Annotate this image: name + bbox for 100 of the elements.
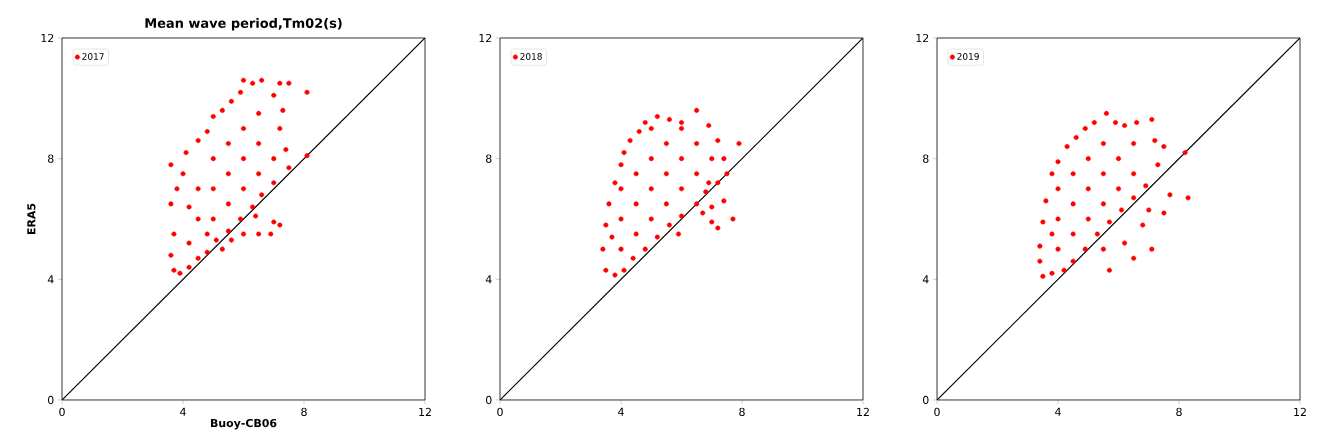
y-tick-label: 0 xyxy=(485,395,492,405)
point xyxy=(1100,171,1106,177)
point xyxy=(1185,195,1191,201)
y-tick-label: 4 xyxy=(47,275,54,284)
point xyxy=(706,122,712,128)
point xyxy=(1143,183,1149,189)
y-tick-label: 8 xyxy=(48,154,54,163)
point xyxy=(636,129,642,134)
point xyxy=(642,246,648,252)
point xyxy=(1149,246,1155,252)
point xyxy=(603,222,609,228)
point xyxy=(654,234,660,240)
point xyxy=(1055,216,1061,222)
point xyxy=(627,138,633,144)
point xyxy=(1049,231,1055,237)
point xyxy=(1073,135,1079,141)
x-axis-title: Buoy-CB06 xyxy=(211,418,277,430)
point xyxy=(609,234,615,240)
point xyxy=(1131,171,1137,177)
point xyxy=(1070,231,1076,237)
point xyxy=(1070,258,1076,264)
point xyxy=(709,204,715,210)
point xyxy=(1152,138,1158,144)
point xyxy=(1134,119,1140,125)
point xyxy=(621,267,627,273)
point xyxy=(1131,255,1137,261)
y-axis-title: ERA5 xyxy=(27,203,36,234)
point xyxy=(1040,219,1046,225)
point xyxy=(612,180,618,186)
x-tick-label: 8 xyxy=(739,407,745,417)
point xyxy=(1055,186,1061,192)
point xyxy=(703,189,709,195)
point xyxy=(1116,186,1122,192)
y-tick-label: 12 xyxy=(41,33,54,43)
x-tick-label: 4 xyxy=(618,407,624,416)
point xyxy=(618,186,624,192)
point xyxy=(1119,207,1125,213)
point xyxy=(1122,122,1128,128)
x-tick-label: 12 xyxy=(419,407,431,416)
point xyxy=(706,180,712,186)
point xyxy=(648,156,654,162)
point xyxy=(606,201,612,207)
point xyxy=(1182,150,1188,156)
y-tick-label: 0 xyxy=(47,395,54,405)
point xyxy=(1131,195,1137,201)
point xyxy=(1049,171,1055,177)
point xyxy=(679,119,685,125)
point xyxy=(1149,116,1155,122)
point xyxy=(694,107,700,113)
point xyxy=(1131,141,1137,147)
x-tick-label: 0 xyxy=(934,407,940,417)
point xyxy=(663,171,669,177)
point xyxy=(736,141,742,147)
point xyxy=(642,119,648,125)
point xyxy=(724,171,730,177)
point xyxy=(715,180,721,186)
point xyxy=(663,141,669,147)
y-tick-label: 8 xyxy=(486,154,492,163)
point xyxy=(633,171,639,177)
point xyxy=(666,222,672,228)
point xyxy=(654,113,660,119)
point xyxy=(618,162,624,168)
point xyxy=(700,210,706,216)
y-tick-label: 8 xyxy=(923,154,929,163)
point xyxy=(1037,258,1043,264)
point xyxy=(1116,156,1122,162)
point xyxy=(1155,162,1161,168)
point xyxy=(648,216,654,222)
point xyxy=(715,138,721,144)
point xyxy=(1146,207,1152,213)
point xyxy=(1070,171,1076,177)
point xyxy=(721,156,727,162)
point xyxy=(663,201,669,207)
point xyxy=(1094,231,1100,237)
point xyxy=(1140,222,1146,228)
point xyxy=(1085,186,1091,192)
point xyxy=(1055,159,1061,165)
point xyxy=(1040,273,1046,279)
point xyxy=(1100,246,1106,252)
chart-title: Mean wave period,Tm02(s) xyxy=(145,17,342,31)
point xyxy=(1100,141,1106,147)
point xyxy=(1082,246,1088,252)
y-tick-label: 12 xyxy=(479,33,492,43)
point xyxy=(709,156,715,162)
y-tick-label: 4 xyxy=(485,275,492,284)
point xyxy=(1161,210,1167,216)
point xyxy=(1167,192,1173,198)
y-tick-label: 0 xyxy=(922,395,929,405)
legend-label: 2017 xyxy=(82,53,104,60)
point xyxy=(1100,201,1106,207)
point xyxy=(715,225,721,231)
x-tick-label: 8 xyxy=(301,407,307,417)
x-tick-label: 0 xyxy=(59,407,65,417)
point xyxy=(709,219,715,225)
point xyxy=(694,201,700,207)
y-tick-label: 4 xyxy=(922,275,929,284)
point xyxy=(721,198,727,204)
x-tick-label: 12 xyxy=(857,407,869,416)
x-tick-label: 0 xyxy=(497,407,503,417)
point xyxy=(666,116,672,122)
